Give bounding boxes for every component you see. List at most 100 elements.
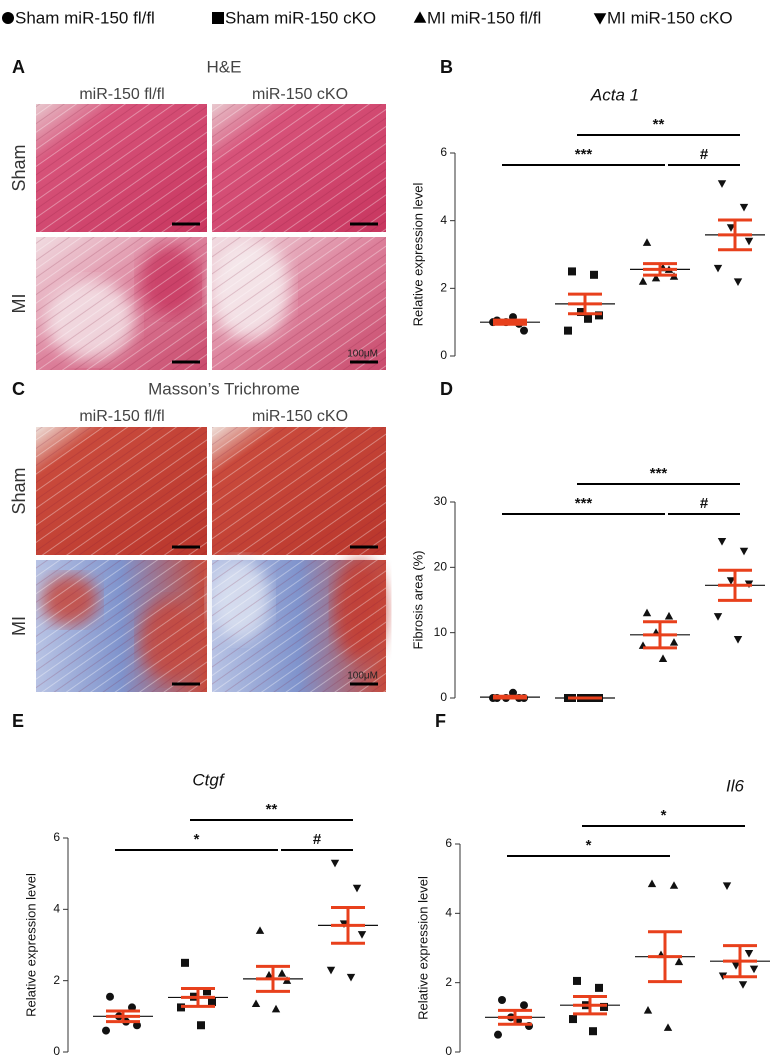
data-point xyxy=(642,608,652,617)
data-point xyxy=(658,654,668,662)
error-bar xyxy=(568,292,602,316)
data-point xyxy=(133,1021,141,1030)
column-label: miR-150 fl/fl xyxy=(79,86,164,103)
image-texture xyxy=(212,104,386,232)
data-point xyxy=(663,1023,673,1031)
data-point xyxy=(713,264,723,273)
data-point xyxy=(713,613,723,621)
chart-title: Il6 xyxy=(726,776,745,795)
error-bar xyxy=(256,964,290,993)
data-point xyxy=(564,326,572,335)
panel-letter: C xyxy=(12,379,25,399)
significance-label: *** xyxy=(575,146,593,163)
data-point xyxy=(664,611,674,620)
error-bar xyxy=(493,318,527,326)
data-point xyxy=(722,882,732,890)
data-point xyxy=(568,267,576,276)
error-bar xyxy=(498,1008,532,1026)
data-point xyxy=(326,966,336,975)
significance-label: ** xyxy=(653,116,665,133)
row-label: Sham xyxy=(9,144,29,191)
error-bar xyxy=(106,1009,140,1024)
data-point xyxy=(352,884,362,893)
significance-label: # xyxy=(700,495,709,512)
error-bar xyxy=(573,995,607,1016)
data-point xyxy=(669,638,679,646)
data-point xyxy=(264,970,274,979)
data-point xyxy=(739,203,749,212)
error-bar xyxy=(643,620,677,650)
data-point xyxy=(643,1006,653,1014)
data-point xyxy=(647,879,657,888)
legend-label: MI miR-150 cKO xyxy=(607,8,733,27)
y-tick-label: 0 xyxy=(440,690,447,704)
image-texture xyxy=(36,560,207,692)
scale-bars xyxy=(172,222,378,686)
data-point xyxy=(181,958,189,967)
column-label: miR-150 cKO xyxy=(252,86,348,103)
error-bar xyxy=(718,568,752,602)
error-bar xyxy=(493,694,527,700)
data-point xyxy=(717,180,727,188)
legend-marker xyxy=(212,12,224,24)
data-point xyxy=(595,311,603,320)
y-tick-label: 2 xyxy=(445,975,452,989)
data-point xyxy=(584,314,592,323)
error-bar xyxy=(648,930,682,984)
data-point xyxy=(277,969,287,977)
data-point xyxy=(520,1001,528,1010)
panel-letter: A xyxy=(12,57,25,77)
data-point xyxy=(733,636,743,644)
data-point xyxy=(733,278,743,286)
data-point xyxy=(600,1002,608,1011)
image-texture xyxy=(36,237,207,370)
y-tick-label: 4 xyxy=(445,906,452,920)
data-point xyxy=(674,957,684,966)
panel-letter: E xyxy=(12,711,24,731)
data-point xyxy=(208,998,216,1007)
image-texture xyxy=(212,237,386,370)
scale-label: 100μM xyxy=(347,349,378,360)
y-axis-label: Relative expression level xyxy=(23,873,38,1017)
data-point xyxy=(669,881,679,889)
y-tick-label: 20 xyxy=(434,560,448,574)
panel-letter: B xyxy=(440,57,453,77)
row-label: MI xyxy=(9,294,29,314)
data-point xyxy=(595,983,603,992)
data-point xyxy=(638,277,648,285)
data-point xyxy=(330,859,340,868)
data-point xyxy=(498,996,506,1004)
legend-label: Sham miR-150 fl/fl xyxy=(15,8,155,27)
data-point xyxy=(357,931,367,939)
data-point xyxy=(271,1004,281,1013)
data-point xyxy=(731,962,741,970)
error-bar xyxy=(723,944,757,979)
y-tick-label: 6 xyxy=(445,836,452,850)
y-tick-label: 0 xyxy=(445,1044,452,1057)
y-tick-label: 0 xyxy=(440,348,447,362)
data-point xyxy=(203,987,211,996)
legend-marker xyxy=(2,12,14,24)
panel-letter: F xyxy=(435,711,446,731)
significance-label: * xyxy=(194,831,200,848)
legend-marker xyxy=(413,11,427,23)
significance-label: *** xyxy=(650,465,668,482)
image-texture xyxy=(36,104,207,232)
legend: Sham miR-150 fl/fl Sham miR-150 cKO MI miR… xyxy=(2,8,733,27)
data-point xyxy=(739,547,749,556)
error-bar xyxy=(331,906,365,945)
y-tick-label: 6 xyxy=(53,830,60,844)
data-point xyxy=(590,270,598,279)
data-point xyxy=(589,1027,597,1036)
y-tick-label: 10 xyxy=(434,625,448,639)
significance-label: # xyxy=(313,831,322,848)
column-label: miR-150 cKO xyxy=(252,408,348,425)
data-point xyxy=(106,992,114,1001)
column-label: miR-150 fl/fl xyxy=(79,408,164,425)
data-point xyxy=(744,237,754,246)
data-point xyxy=(569,1015,577,1024)
data-point xyxy=(255,926,265,934)
significance-label: * xyxy=(586,837,592,854)
data-point xyxy=(744,950,754,958)
